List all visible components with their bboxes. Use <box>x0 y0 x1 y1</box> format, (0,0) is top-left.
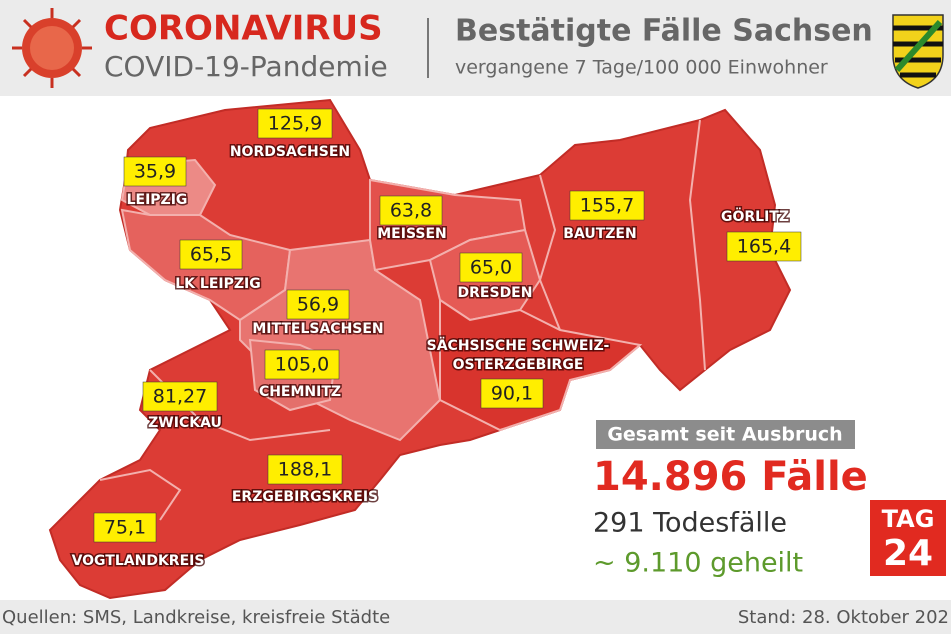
value-box <box>93 512 157 543</box>
logo-top: TAG <box>882 505 935 533</box>
logo <box>870 500 946 576</box>
coat-of-arms <box>892 14 944 89</box>
logo-bottom: 24 <box>883 533 933 574</box>
region-name: CHEMNITZ <box>259 384 341 400</box>
region-name: NORDSACHSEN <box>230 144 350 160</box>
value-box <box>123 156 187 187</box>
value-box <box>264 349 340 380</box>
value-box <box>257 108 333 139</box>
footer-band <box>0 600 951 634</box>
subtitle: COVID-19-Pandemie <box>104 50 388 83</box>
subheading: vergangene 7 Tage/100 000 Einwohner <box>455 57 828 79</box>
totals-label: Gesamt seit Ausbruch <box>607 424 842 446</box>
region-name: ZWICKAU <box>148 415 222 431</box>
value-box <box>480 378 544 409</box>
footer-source: Quellen: SMS, Landkreise, kreisfreie Stä… <box>2 607 390 628</box>
recovered: ~ 9.110 geheilt <box>593 548 803 579</box>
value-box <box>379 195 443 226</box>
region-name: OSTERZGEBIRGE <box>453 357 584 373</box>
region-name: BAUTZEN <box>563 226 636 242</box>
region-name: LEIPZIG <box>127 192 188 208</box>
region-value: 63,8 <box>390 200 432 222</box>
header-band <box>0 0 951 96</box>
heading: Bestätigte Fälle Sachsen <box>455 14 873 49</box>
region-value: 90,1 <box>491 383 533 405</box>
cases: 14.896 Fälle <box>593 454 868 500</box>
title: CORONAVIRUS <box>104 9 383 49</box>
region-value: 81,27 <box>153 386 207 408</box>
region-name: VOGTLANDKREIS <box>72 553 205 569</box>
region-name: LK LEIPZIG <box>175 276 260 292</box>
region-value: 155,7 <box>580 195 634 217</box>
value-box <box>267 454 343 485</box>
totals-label-box <box>596 420 855 449</box>
value-box <box>286 289 350 320</box>
value-box <box>726 231 802 262</box>
value-box <box>142 381 218 412</box>
region-value: 105,0 <box>275 354 329 376</box>
region-value: 65,0 <box>470 257 512 279</box>
virus-icon <box>12 8 92 88</box>
region-value: 65,5 <box>190 244 232 266</box>
region-value: 125,9 <box>268 113 322 135</box>
region-value: 35,9 <box>134 161 176 183</box>
region-name: DRESDEN <box>458 285 533 301</box>
region-value: 188,1 <box>278 459 332 481</box>
region-name: ERZGEBIRGSKREIS <box>232 489 378 505</box>
region-value: 75,1 <box>104 517 146 539</box>
region-name: MEISSEN <box>377 226 447 242</box>
footer-date: Stand: 28. Oktober 202 <box>738 607 949 628</box>
value-box <box>179 239 243 270</box>
value-box <box>569 190 645 221</box>
region-value: 165,4 <box>737 236 791 258</box>
region-value: 56,9 <box>297 294 339 316</box>
region-name: GÖRLITZ <box>721 207 789 225</box>
deaths: 291 Todesfälle <box>593 508 787 539</box>
value-box <box>459 252 523 283</box>
region-labels: 125,9 NORDSACHSEN 35,9 LEIPZIG 63,8 MEISSEN 15… <box>70 108 802 571</box>
region-name: SÄCHSISCHE SCHWEIZ- <box>427 337 610 354</box>
region-name: MITTELSACHSEN <box>252 321 383 337</box>
